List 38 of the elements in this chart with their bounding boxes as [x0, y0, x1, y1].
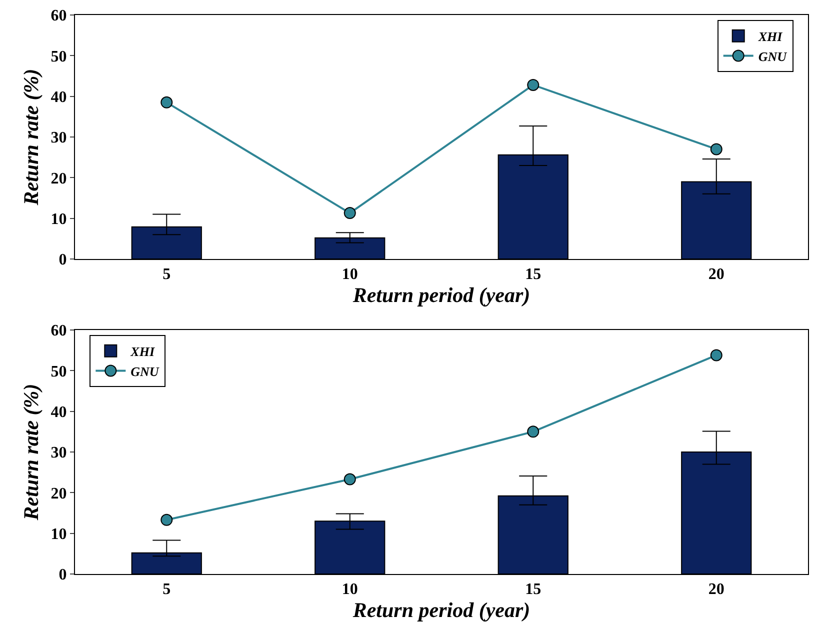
x-tick-label: 15: [525, 581, 542, 598]
y-tick-label: 20: [50, 170, 67, 188]
x-tick-label: 10: [342, 581, 358, 598]
point: [160, 96, 173, 108]
legend-label: GNU: [758, 48, 788, 64]
legend-label: XHI: [130, 344, 156, 359]
point: [344, 207, 356, 220]
y-tick-label: 0: [58, 252, 67, 269]
point: [527, 78, 540, 91]
point: [710, 143, 722, 156]
legend-label: GNU: [130, 364, 160, 379]
y-tick-label: 10: [50, 210, 67, 228]
y-tick-label: 50: [50, 48, 67, 66]
point: [344, 473, 356, 486]
point: [160, 514, 173, 526]
y-tick-label: 30: [50, 130, 67, 147]
y-axis-title: Return rate (%): [18, 384, 43, 522]
x-tick-label: 5: [162, 266, 171, 284]
legend-label: XHI: [757, 28, 784, 44]
x-axis-title: Return period (year): [352, 283, 530, 308]
y-tick-label: 40: [50, 88, 67, 106]
y-tick-label: 60: [50, 322, 67, 340]
x-axis-title: Return period (year): [352, 598, 530, 622]
x-tick-label: 20: [708, 581, 724, 598]
x-tick-label: 5: [162, 581, 171, 598]
y-tick-label: 10: [50, 526, 67, 543]
x-tick-label: 10: [342, 266, 358, 284]
y-tick-label: 30: [50, 444, 67, 462]
point: [710, 349, 722, 362]
y-tick-label: 60: [50, 8, 67, 25]
x-tick-label: 15: [525, 266, 542, 284]
y-axis-title: Return rate (%): [18, 68, 43, 206]
y-tick-label: 20: [50, 485, 67, 502]
x-tick-label: 20: [708, 266, 724, 284]
y-tick-label: 50: [50, 363, 67, 380]
y-tick-label: 0: [58, 566, 67, 584]
y-tick-label: 40: [50, 404, 67, 421]
point: [527, 426, 540, 438]
